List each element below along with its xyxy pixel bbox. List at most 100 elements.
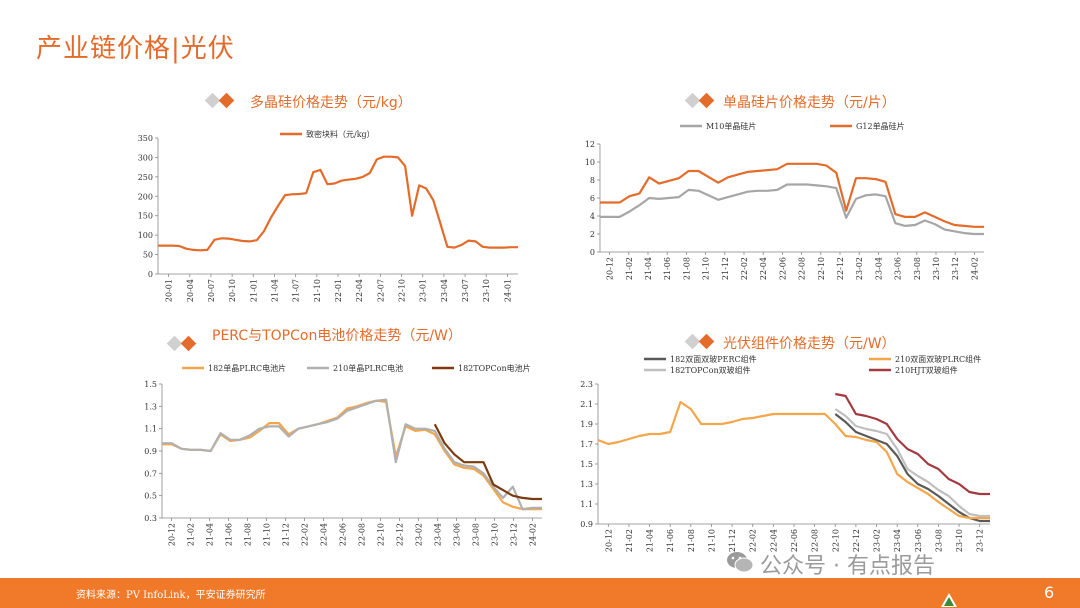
x-tick-label: 22-06: [790, 529, 799, 552]
y-tick-label: 2: [590, 230, 595, 239]
y-tick-label: 0: [148, 270, 153, 279]
series-line-1: [158, 155, 518, 252]
series-line-4: [835, 392, 990, 496]
x-tick-label: 21-12: [282, 523, 291, 546]
x-tick-label: 21-04: [270, 279, 279, 302]
y-tick-label: 0.9: [580, 520, 593, 529]
x-tick-label: 23-08: [913, 257, 922, 280]
x-tick-label: 21-01: [249, 279, 258, 302]
footer-source: 资料来源：PV InfoLink，平安证券研究所: [76, 590, 266, 601]
x-tick-label: 22-08: [811, 529, 820, 552]
diamond-marker-icon: [166, 336, 197, 352]
x-tick-label: 24-02: [970, 257, 979, 280]
legend-label: 210双面双玻PLRC组件: [895, 354, 981, 364]
y-tick-label: 0.5: [144, 492, 157, 501]
x-tick-label: 20-10: [228, 279, 237, 302]
legend-label: 210单晶PLRC电池: [333, 363, 403, 373]
x-tick-label: 21-04: [644, 257, 653, 280]
y-tick-label: 1.3: [144, 402, 157, 411]
slide-title: 产业链价格|光伏: [36, 34, 235, 64]
x-tick-label: 23-08: [472, 523, 481, 546]
y-tick-label: 2.1: [580, 400, 593, 409]
legend-label: 210HJT双玻组件: [895, 365, 958, 375]
series-line-3: [433, 423, 542, 501]
y-tick-label: 100: [138, 231, 153, 240]
x-tick-label: 22-12: [396, 523, 405, 546]
x-tick-label: 23-08: [934, 529, 943, 552]
wafer-price-chart: 0 2 4 6 8 10 12 20-12 21-02 21-04 21-06 21-08 21-10 2…: [585, 121, 984, 280]
y-tick-label: 6: [590, 194, 595, 203]
x-tick-label: 22-08: [798, 257, 807, 280]
x-tick-label: 22-02: [749, 529, 758, 552]
x-tick-label: 23-06: [453, 523, 462, 546]
series-line-1: [600, 183, 984, 236]
logo-icon: [941, 593, 957, 607]
x-tick-label: 23-01: [419, 279, 428, 302]
x-tick-label: 21-06: [225, 523, 234, 546]
y-tick-label: 0.7: [144, 469, 157, 478]
y-tick-label: 200: [138, 192, 153, 201]
watermark-text: 公众号 · 有点报告: [760, 554, 935, 579]
cell-price-chart: 0.3 0.5 0.7 0.9 1.1 1.3 1.5 20-12 21-02 21-04 21-0…: [144, 363, 542, 546]
x-tick-label: 21-06: [666, 529, 675, 552]
y-tick-label: 1.7: [580, 440, 593, 449]
diamond-marker-icon: [204, 93, 235, 109]
series-line-1: [834, 413, 990, 523]
x-tick-label: 21-07: [292, 279, 301, 302]
y-tick-label: 0: [590, 248, 595, 257]
x-tick-label: 23-10: [482, 279, 491, 302]
x-tick-label: 23-06: [894, 257, 903, 280]
wechat-icon: [727, 552, 754, 573]
x-tick-label: 20-12: [606, 257, 615, 280]
x-tick-label: 24-02: [529, 523, 538, 546]
x-tick-label: 22-01: [334, 279, 343, 302]
y-tick-label: 1.9: [580, 420, 593, 429]
x-tick-label: 23-04: [874, 257, 883, 280]
series-line-3: [834, 408, 990, 518]
x-tick-label: 22-10: [398, 279, 407, 302]
x-tick-label: 23-02: [873, 529, 882, 552]
legend-label: G12单晶硅片: [856, 121, 905, 131]
x-tick-label: 23-02: [415, 523, 424, 546]
x-tick-label: 22-07: [376, 279, 385, 302]
diamond-marker-icon: [684, 334, 715, 350]
y-tick-label: 1.5: [580, 460, 593, 469]
x-tick-label: 20-04: [186, 279, 195, 302]
x-tick-label: 23-06: [914, 529, 923, 552]
y-tick-label: 1.1: [580, 500, 593, 509]
x-tick-label: 21-10: [313, 279, 322, 302]
x-tick-label: 20-12: [604, 529, 613, 552]
series-line-2: [600, 162, 984, 228]
series-line-2: [597, 400, 990, 520]
y-tick-label: 4: [590, 212, 595, 221]
chart-title-module: 光伏组件价格走势（元/W）: [723, 336, 896, 352]
y-tick-label: 8: [590, 176, 595, 185]
x-tick-label: 21-12: [721, 257, 730, 280]
series-line-1: [162, 399, 542, 511]
module-price-chart: 0.9 1.1 1.3 1.5 1.7 1.9 2.1 2.3 20-12 21-02 21-04 2…: [580, 354, 990, 552]
y-tick-label: 350: [138, 134, 153, 143]
x-tick-label: 23-02: [855, 257, 864, 280]
x-tick-label: 23-12: [951, 257, 960, 280]
y-tick-label: 0.9: [144, 447, 157, 456]
x-tick-label: 21-08: [682, 257, 691, 280]
x-tick-label: 22-04: [769, 529, 778, 552]
legend-label: 182单晶PLRC电池片: [208, 363, 286, 373]
x-tick-label: 24-01: [503, 279, 512, 302]
x-tick-label: 20-07: [207, 279, 216, 302]
y-tick-label: 2.3: [580, 380, 593, 389]
chart-title-wafer: 单晶硅片价格走势（元/片）: [723, 95, 896, 111]
x-tick-label: 23-07: [461, 279, 470, 302]
x-tick-label: 22-12: [852, 529, 861, 552]
x-tick-label: 21-06: [663, 257, 672, 280]
polysilicon-price-chart: 0 50 100 150 200 250 300 350 20-01 20-04 20-07 20-1…: [138, 129, 518, 302]
x-tick-label: 23-04: [440, 279, 449, 302]
y-tick-label: 10: [585, 158, 595, 167]
x-tick-label: 23-12: [976, 529, 985, 552]
y-tick-label: 0.3: [144, 514, 157, 523]
x-tick-label: 21-10: [707, 529, 716, 552]
y-tick-label: 50: [143, 251, 153, 260]
x-tick-label: 23-04: [893, 529, 902, 552]
x-tick-label: 23-04: [434, 523, 443, 546]
chart-title-cell: PERC与TOPCon电池价格走势（元/W）: [212, 328, 462, 344]
